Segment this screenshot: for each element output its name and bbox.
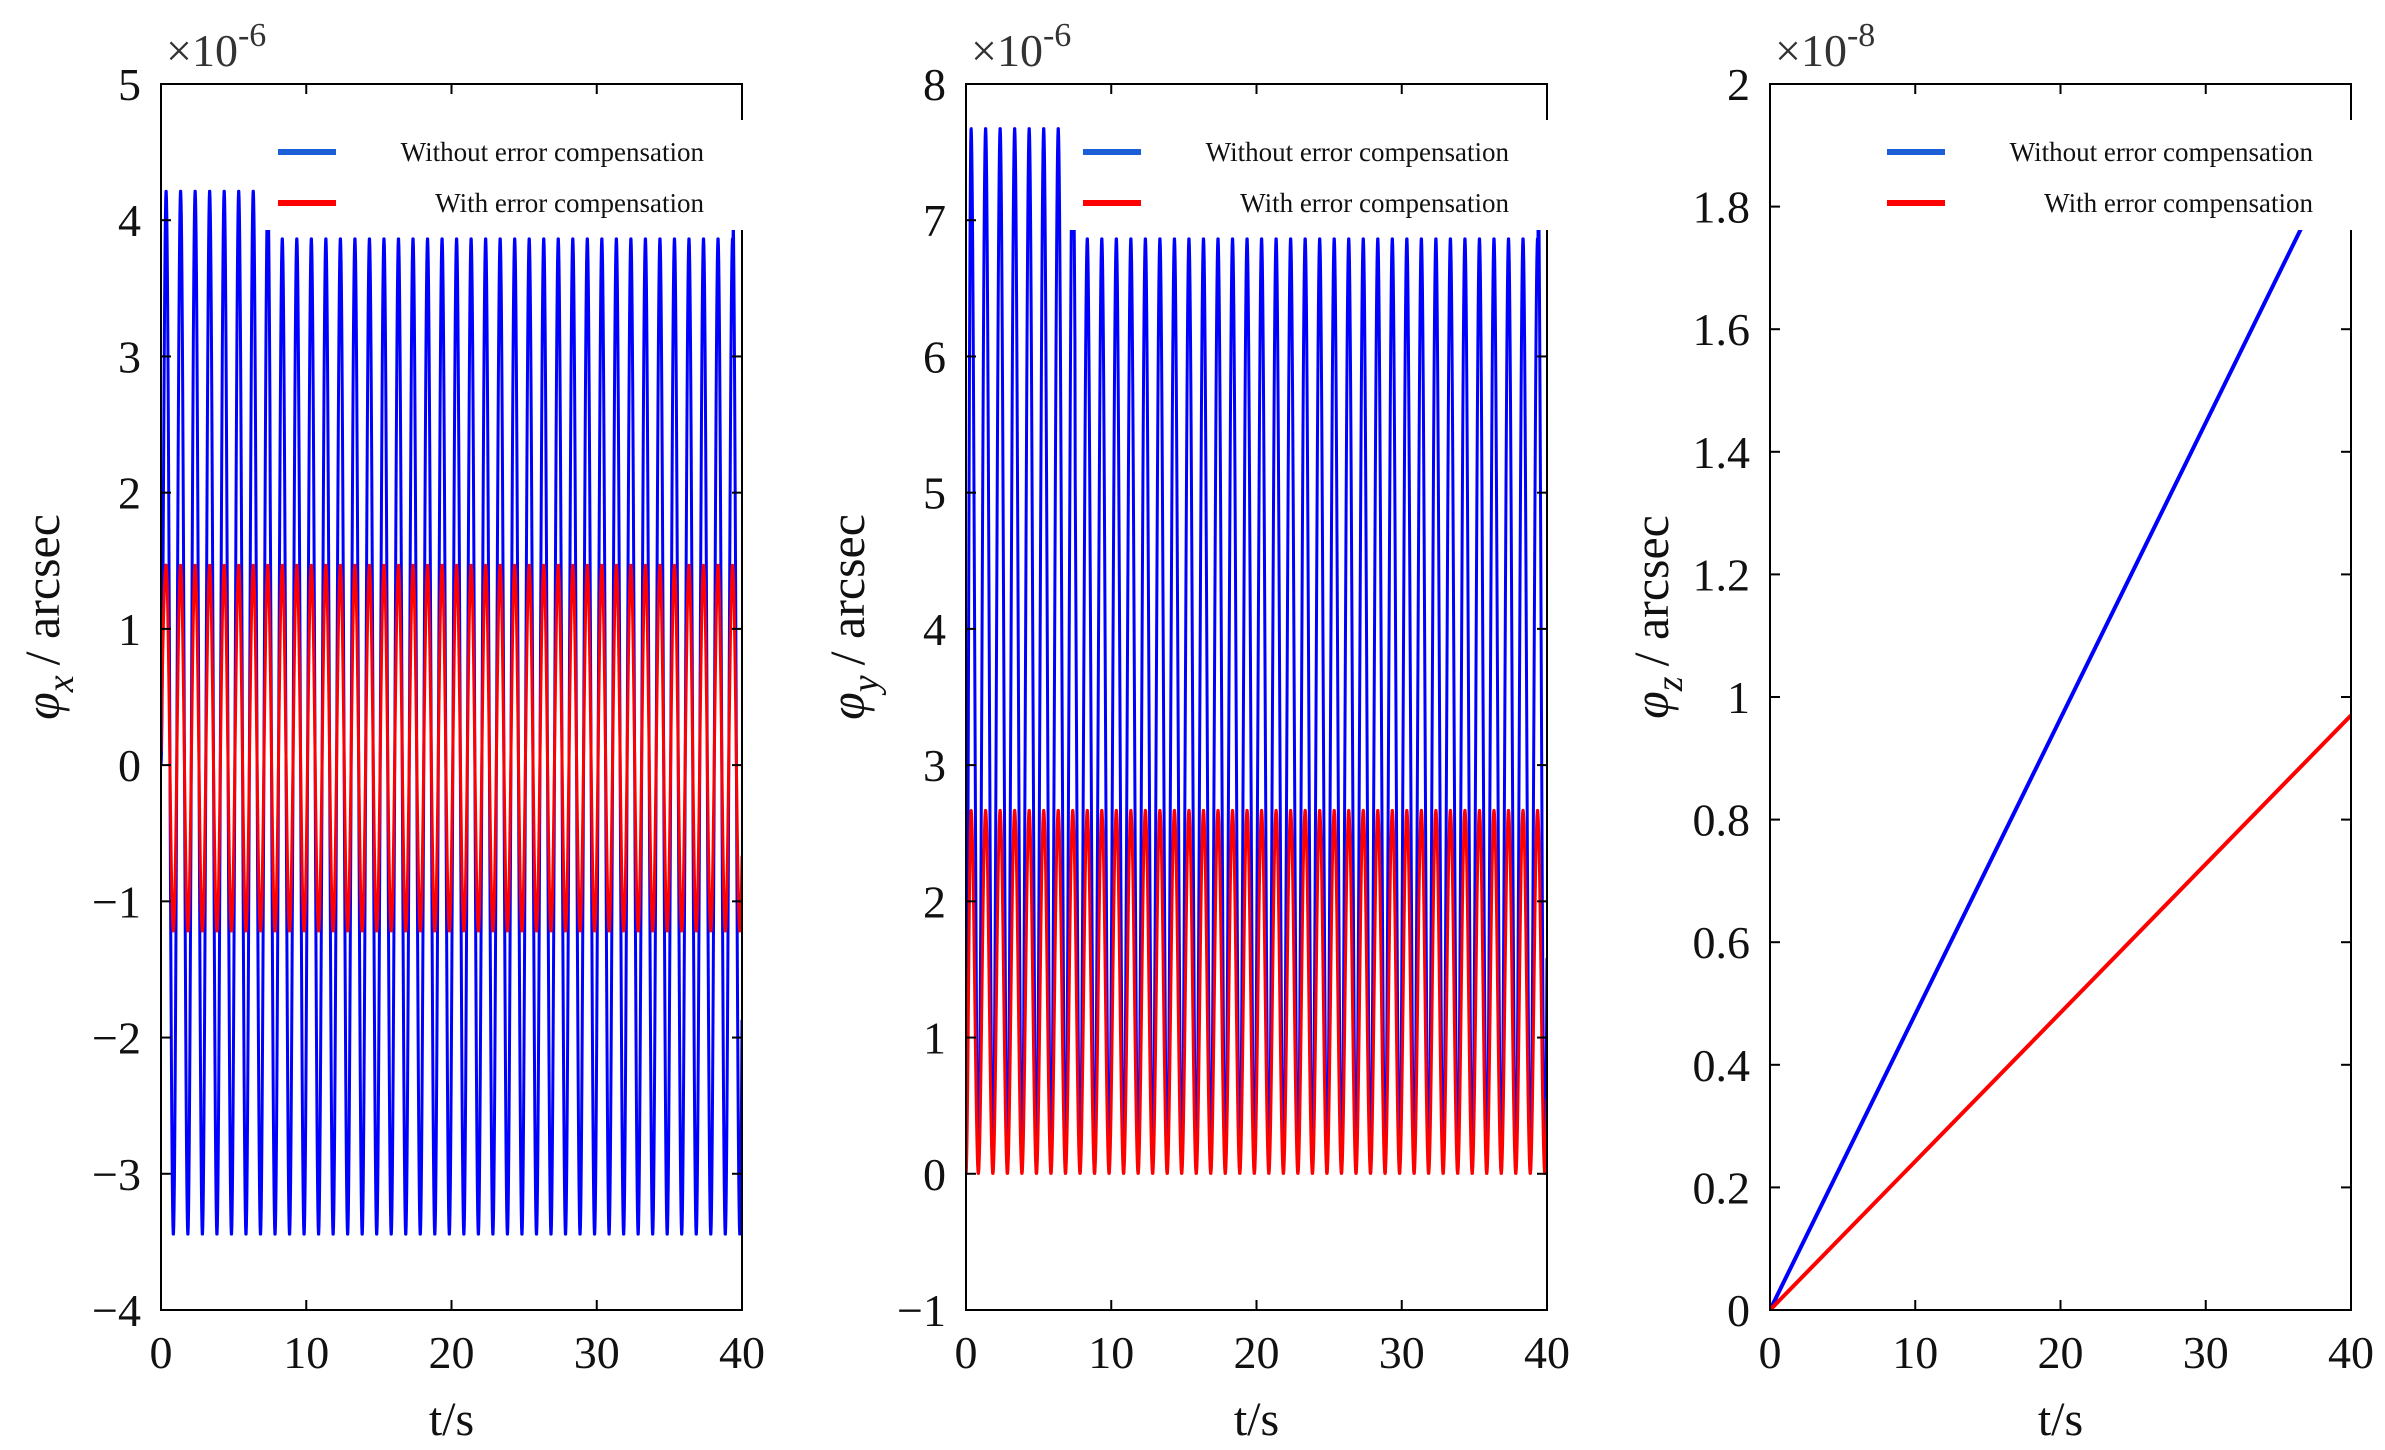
x-tick-label: 20 — [429, 1327, 475, 1378]
y-tick-label: −2 — [92, 1013, 141, 1064]
legend: Without error compensation With error com… — [1870, 120, 2385, 230]
x-tick-label: 40 — [2328, 1327, 2374, 1378]
x-tick-label: 10 — [1088, 1327, 1134, 1378]
plot-area — [966, 127, 1547, 1175]
x-tick-label: 0 — [150, 1327, 173, 1378]
y-axis-label: φx/ arcsec — [14, 514, 82, 720]
x-tick-label: 0 — [1759, 1327, 1782, 1378]
x-tick-label: 30 — [1379, 1327, 1425, 1378]
y-tick-label: −1 — [92, 876, 141, 927]
y-tick-label: −4 — [92, 1285, 141, 1336]
legend-label-without: Without error compensation — [401, 137, 705, 167]
x-tick-label: 0 — [955, 1327, 978, 1378]
y-tick-label: 0.6 — [1693, 917, 1751, 968]
y-axis-label: φy/ arcsec — [819, 514, 887, 720]
y-tick-label: 2 — [923, 876, 946, 927]
series-with-compensation — [966, 808, 1547, 1175]
y-tick-label: 0 — [1727, 1285, 1750, 1336]
legend: Without error compensation With error com… — [1066, 120, 1686, 230]
series-without-compensation — [161, 189, 742, 1236]
chart-panel-phi-z: 0 10 20 30 40 0 0.2 0.4 0.6 0.8 1 1.2 1.4 1.6 1.8 2 ×10-… — [1623, 17, 2385, 1446]
y-tick-label: 1 — [1727, 672, 1750, 723]
y-tick-label: 8 — [923, 59, 946, 110]
y-tick-label: 5 — [118, 59, 141, 110]
plot-area — [1770, 126, 2351, 1310]
x-tick-label: 20 — [1234, 1327, 1280, 1378]
series-with-compensation — [1770, 713, 2351, 1310]
y-tick-label: 2 — [118, 468, 141, 519]
y-tick-label: 1.2 — [1693, 549, 1751, 600]
x-axis-label: t/s — [2038, 1393, 2083, 1446]
x-tick-label: 30 — [2183, 1327, 2229, 1378]
y-tick-label: 3 — [923, 740, 946, 791]
x-tick-label: 20 — [2038, 1327, 2084, 1378]
series-without-compensation — [966, 127, 1547, 1175]
axis-scale-exponent: ×10-6 — [166, 17, 266, 76]
y-tick-label: 1.8 — [1693, 182, 1751, 233]
y-tick-label: −3 — [92, 1149, 141, 1200]
legend-box — [1870, 120, 2385, 230]
y-tick-label: 1.6 — [1693, 304, 1751, 355]
legend-label-with: With error compensation — [435, 188, 704, 218]
axis-scale-exponent: ×10-8 — [1775, 17, 1875, 76]
x-tick-label: 40 — [1524, 1327, 1570, 1378]
legend: Without error compensation With error com… — [261, 120, 881, 230]
x-tick-label: 10 — [283, 1327, 329, 1378]
legend-label-with: With error compensation — [1240, 188, 1509, 218]
y-tick-label: 1.4 — [1693, 427, 1751, 478]
y-tick-label: −1 — [897, 1285, 946, 1336]
y-tick-label: 6 — [923, 331, 946, 382]
axis-scale-exponent: ×10-6 — [971, 17, 1071, 76]
y-tick-label: 0.4 — [1693, 1040, 1751, 1091]
legend-box — [1066, 120, 1686, 230]
y-tick-label: 2 — [1727, 59, 1750, 110]
legend-box — [261, 120, 881, 230]
y-tick-label: 4 — [118, 195, 141, 246]
y-tick-label: 0.8 — [1693, 795, 1751, 846]
y-tick-label: 0 — [118, 740, 141, 791]
legend-label-without: Without error compensation — [2010, 137, 2314, 167]
y-tick-label: 7 — [923, 195, 946, 246]
y-axis-label: φz/ arcsec — [1623, 515, 1691, 719]
y-tick-label: 0.2 — [1693, 1162, 1751, 1213]
x-axis-label: t/s — [429, 1393, 474, 1446]
x-axis-label: t/s — [1234, 1393, 1279, 1446]
x-tick-label: 30 — [574, 1327, 620, 1378]
y-tick-label: 1 — [118, 604, 141, 655]
y-tick-label: 1 — [923, 1013, 946, 1064]
x-tick-label: 10 — [1892, 1327, 1938, 1378]
y-tick-label: 5 — [923, 468, 946, 519]
series-without-compensation — [1770, 126, 2351, 1310]
y-tick-label: 0 — [923, 1149, 946, 1200]
y-tick-label: 3 — [118, 331, 141, 382]
legend-label-with: With error compensation — [2044, 188, 2313, 218]
legend-label-without: Without error compensation — [1206, 137, 1510, 167]
series-with-compensation — [161, 563, 742, 933]
x-tick-label: 40 — [719, 1327, 765, 1378]
y-tick-label: 4 — [923, 604, 946, 655]
chart-panel-phi-x: 0 10 20 30 40 −4 −3 −2 −1 0 1 2 3 4 5 ×10-6 t/s φx/ arcse… — [14, 17, 881, 1446]
plot-area — [161, 189, 742, 1236]
